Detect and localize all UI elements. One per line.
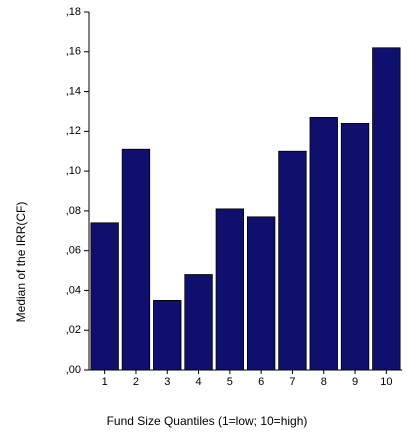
x-tick-label: 2 bbox=[133, 376, 139, 388]
y-tick-label: ,04 bbox=[66, 284, 81, 296]
bar bbox=[184, 274, 213, 371]
y-tick-label: ,02 bbox=[66, 324, 81, 336]
y-tick-label: ,14 bbox=[66, 85, 81, 97]
bar bbox=[309, 117, 338, 371]
x-tick-label: 6 bbox=[258, 376, 264, 388]
bar bbox=[215, 208, 245, 371]
x-tick-label: 8 bbox=[321, 376, 327, 388]
y-tick-label: ,12 bbox=[66, 125, 81, 137]
x-tick-label: 9 bbox=[352, 376, 358, 388]
bar bbox=[340, 122, 370, 371]
bar bbox=[90, 222, 119, 371]
x-tick-label: 1 bbox=[102, 376, 108, 388]
x-tick-label: 7 bbox=[289, 376, 295, 388]
x-tick-label: 10 bbox=[380, 376, 392, 388]
bar bbox=[372, 47, 401, 371]
x-tick-label: 4 bbox=[195, 376, 201, 388]
y-tick-label: ,18 bbox=[66, 6, 81, 18]
x-tick-label: 5 bbox=[227, 376, 233, 388]
y-axis-title: Median of the IRR(CF) bbox=[14, 202, 28, 323]
y-tick-label: ,06 bbox=[66, 245, 81, 257]
y-tick-label: ,16 bbox=[66, 46, 81, 58]
x-tick-label: 3 bbox=[164, 376, 170, 388]
y-tick-label: ,10 bbox=[66, 165, 81, 177]
y-tick-label: ,00 bbox=[66, 364, 81, 376]
bar bbox=[246, 216, 276, 371]
bar bbox=[121, 148, 151, 371]
y-tick-label: ,08 bbox=[66, 205, 81, 217]
bar bbox=[153, 299, 182, 371]
bar bbox=[278, 150, 307, 371]
x-axis-title: Fund Size Quantiles (1=low; 10=high) bbox=[107, 414, 308, 428]
